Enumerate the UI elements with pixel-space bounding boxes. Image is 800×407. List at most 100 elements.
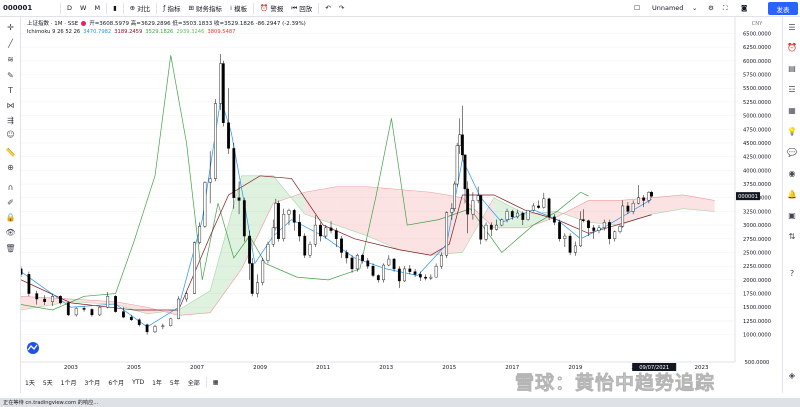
range-3m-button[interactable]: 3个月 xyxy=(84,379,101,387)
divider xyxy=(122,2,124,14)
goto-date-button[interactable]: ▦ xyxy=(209,375,223,389)
replay-button[interactable]: ⏮ 回放 xyxy=(287,0,316,17)
price-tick-label: 4500.0000 xyxy=(743,141,771,147)
range-1m-button[interactable]: 1个月 xyxy=(60,379,77,387)
cloud-segment xyxy=(493,197,526,228)
redo-button[interactable]: ↷ xyxy=(335,0,348,17)
price-tick-label: 2250.0000 xyxy=(743,264,771,270)
time-axis[interactable]: 2003200520072009201120132015201720192021… xyxy=(21,361,735,371)
range-all-button[interactable]: 全部 xyxy=(187,379,200,387)
top-toolbar: 000001 D W M ▮ ⊕ 对比 ƒ 指标 ⊞ 财务指标 ⁞ 模板 ⏰ 警… xyxy=(0,0,800,17)
chat-icon[interactable]: 💬 xyxy=(787,147,797,157)
interval-month-button[interactable]: M xyxy=(94,4,101,12)
pattern-icon[interactable]: ⋈ xyxy=(6,100,15,110)
notifications-icon[interactable]: 🔔 xyxy=(787,189,797,199)
candle-down xyxy=(642,197,646,201)
layers-icon[interactable]: ◈ xyxy=(788,370,796,380)
pencil-lock-icon[interactable]: ✐ xyxy=(7,197,14,207)
price-tick-label: 3250.0000 xyxy=(743,209,771,215)
snapshot-button[interactable]: ◙ xyxy=(737,0,751,17)
symbol-search[interactable]: 000001 xyxy=(3,4,33,12)
layout-name[interactable]: Unnamed xyxy=(652,4,684,12)
alert-button[interactable]: ⏰ 警报 xyxy=(256,0,287,17)
candle-up xyxy=(203,182,207,227)
trash-icon[interactable]: 🗑 xyxy=(5,243,16,253)
financials-label: 财务指标 xyxy=(196,5,223,13)
alarm-clock-icon[interactable]: ⏰ xyxy=(787,42,797,52)
candle-up xyxy=(98,307,102,316)
ideas-icon[interactable]: 💡 xyxy=(787,126,797,136)
range-bar: 1天 5天 1个月 3个月 6个月 YTD 1年 5年 全部 ▦ xyxy=(21,375,782,389)
candle-up xyxy=(261,260,265,283)
fib-icon[interactable]: ≋ xyxy=(7,54,14,64)
emoji-icon[interactable]: ☺ xyxy=(6,129,15,139)
candle-down xyxy=(232,148,236,198)
chart-type-button[interactable]: ▮ xyxy=(109,0,121,17)
candle-down xyxy=(413,271,417,275)
candle-down xyxy=(227,122,230,149)
range-ytd-button[interactable]: YTD xyxy=(132,378,145,386)
range-5d-button[interactable]: 5天 xyxy=(42,379,53,387)
divider xyxy=(106,2,108,14)
ichimoku-name[interactable]: Ichimoku 9 26 52 26 xyxy=(27,29,81,35)
interval-week-button[interactable]: W xyxy=(80,4,87,12)
help-icon[interactable]: ? xyxy=(789,268,795,278)
price-axis[interactable]: CNY 6500.0000 6250.0000 6000.0000 5750.0000 5… xyxy=(734,17,782,375)
indicators-button[interactable]: ƒ 指标 xyxy=(159,0,184,17)
brush-icon[interactable]: ✎ xyxy=(7,70,14,80)
candle-down xyxy=(90,309,94,316)
candle-up xyxy=(445,212,449,256)
compare-button[interactable]: ⊕ 对比 xyxy=(126,0,155,17)
cloud-segment xyxy=(651,194,684,215)
range-5y-button[interactable]: 5年 xyxy=(169,379,180,387)
time-tick-label: 2005 xyxy=(127,365,141,371)
range-6m-button[interactable]: 6个月 xyxy=(108,379,125,387)
candle-up xyxy=(161,325,165,327)
trend-line-icon[interactable]: ╱ xyxy=(8,38,13,48)
price-chart[interactable]: CNY 6500.0000 6250.0000 6000.0000 5750.0000 5… xyxy=(21,17,782,375)
range-1d-button[interactable]: 1天 xyxy=(25,379,35,387)
text-icon[interactable]: T xyxy=(8,85,13,95)
range-1y-button[interactable]: 1年 xyxy=(152,379,162,387)
data-window-icon[interactable]: ▤ xyxy=(788,63,796,73)
time-tick-label: 2011 xyxy=(316,365,330,371)
zoom-in-icon[interactable]: ⊕ xyxy=(7,162,14,172)
crosshair-icon[interactable]: ✛ xyxy=(7,22,14,32)
calculator-icon[interactable]: ▣ xyxy=(788,210,796,220)
kijun-value: 3189.2459 xyxy=(114,29,143,35)
candle-down xyxy=(35,293,39,300)
streams-icon[interactable]: ◉ xyxy=(788,168,796,178)
publish-button[interactable]: 发表 xyxy=(768,2,798,15)
legend-title[interactable]: 上证指数 · 1M · SSE xyxy=(27,21,79,27)
market-status-dot xyxy=(81,20,87,26)
interval-day-button[interactable]: D xyxy=(67,4,73,12)
financials-button[interactable]: ⊞ 财务指标 xyxy=(185,0,227,17)
forecast-icon[interactable]: ⇶ xyxy=(7,115,14,125)
candle-down xyxy=(650,192,653,197)
ruler-icon[interactable]: 📏 xyxy=(5,147,16,157)
layout-checkbox[interactable]: ☐ xyxy=(630,0,644,17)
magnet-icon[interactable]: ∩ xyxy=(7,182,14,192)
settings-button[interactable]: ⚙ xyxy=(704,0,718,17)
undo-button[interactable]: ↶ xyxy=(321,0,334,17)
price-tick-label: 1500.0000 xyxy=(743,305,771,311)
candle-down xyxy=(479,195,483,240)
candle-up xyxy=(453,183,456,209)
time-tick-label: 2019 xyxy=(568,365,582,371)
candle-up xyxy=(618,225,622,232)
layout-dropdown[interactable]: ⌄ xyxy=(688,0,701,17)
dom-icon[interactable]: ⇅ xyxy=(788,231,796,241)
templates-button[interactable]: ⁞ 模板 xyxy=(226,0,251,17)
hotlist-icon[interactable]: ☲ xyxy=(788,84,796,94)
watchlist-icon[interactable]: ☰ xyxy=(788,22,796,32)
eye-icon[interactable]: 👁 xyxy=(5,227,16,237)
fullscreen-button[interactable]: ⛶ xyxy=(719,0,732,17)
candle-down xyxy=(460,134,464,156)
square-icon: ☐ xyxy=(634,4,640,12)
price-tick-label: 3750.0000 xyxy=(743,182,771,188)
lock-icon[interactable]: 🔒 xyxy=(5,212,16,222)
candle-up xyxy=(274,202,278,229)
candle-down xyxy=(489,224,493,230)
calendar-icon[interactable]: ▦ xyxy=(788,105,796,115)
price-tick-label: 5000.0000 xyxy=(743,114,771,120)
